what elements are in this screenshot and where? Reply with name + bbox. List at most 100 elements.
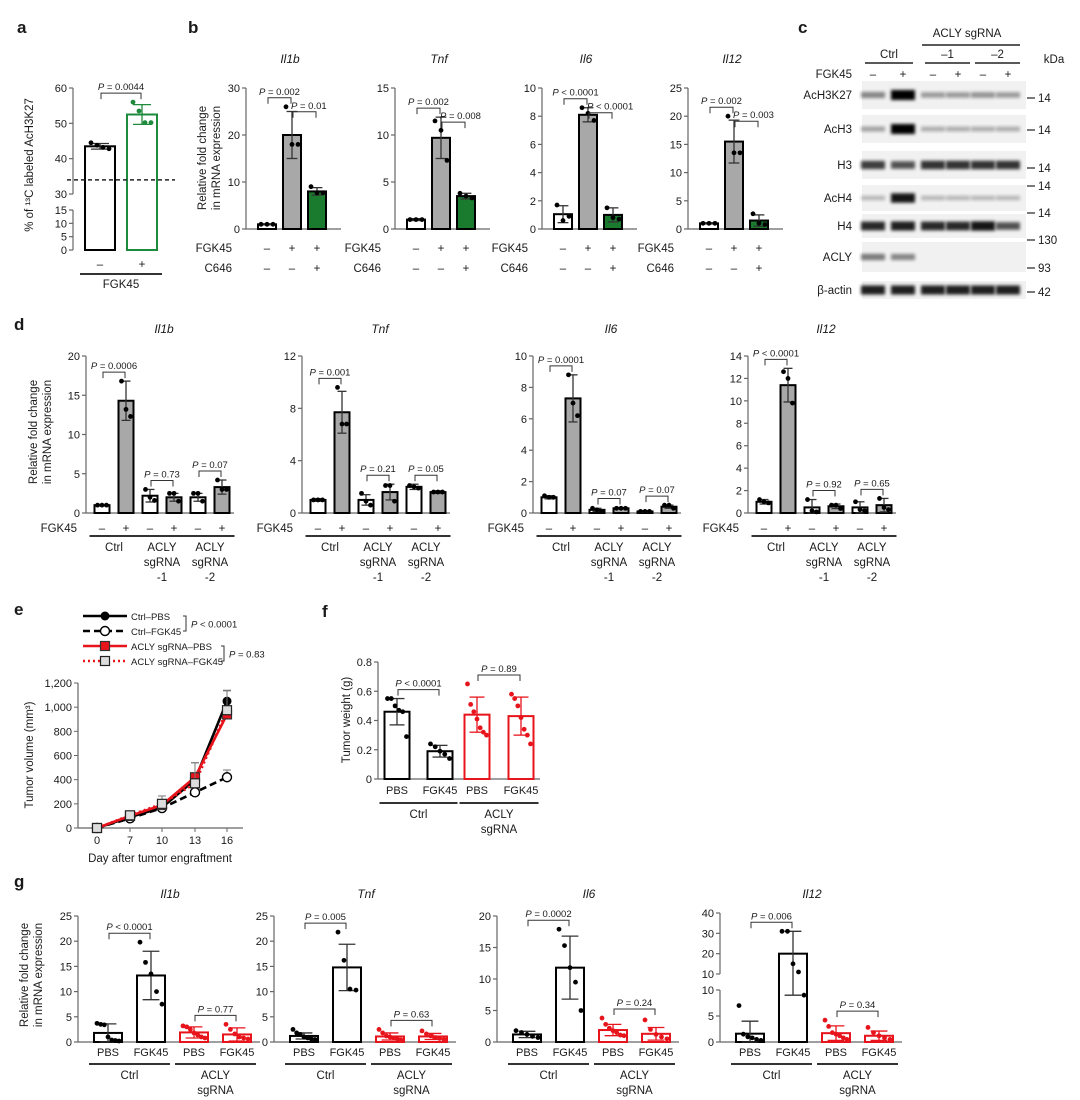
kda-marker-label: 14 bbox=[1038, 93, 1051, 105]
p-symbol: P bbox=[229, 650, 236, 661]
data-point bbox=[509, 691, 514, 697]
protein-band bbox=[891, 253, 915, 261]
chart-title: Il1b bbox=[160, 887, 180, 901]
data-point bbox=[88, 140, 94, 146]
data-point bbox=[416, 485, 421, 491]
significance-bracket bbox=[292, 111, 317, 118]
group-label: -2 bbox=[421, 572, 431, 584]
blot-row: ACLY bbox=[823, 242, 1026, 272]
row-value: – bbox=[761, 523, 768, 535]
data-point bbox=[154, 989, 159, 994]
group-label: sgRNA bbox=[854, 557, 891, 569]
data-point bbox=[513, 1028, 519, 1034]
data-point bbox=[530, 1033, 535, 1039]
y-tick-label: 30 bbox=[228, 83, 240, 95]
data-point bbox=[785, 928, 790, 934]
data-point bbox=[359, 490, 364, 496]
group-label: Ctrl bbox=[121, 1070, 139, 1082]
data-point bbox=[887, 1037, 893, 1042]
row-value: + bbox=[438, 243, 445, 255]
data-point bbox=[521, 726, 527, 732]
data-point bbox=[400, 709, 406, 715]
p-symbol: P bbox=[144, 469, 151, 480]
p-value-label: P = 0.0002 bbox=[525, 909, 571, 920]
blot-row: H4 bbox=[837, 214, 1026, 238]
y-tick-label: 6 bbox=[530, 139, 536, 151]
protein-band bbox=[946, 221, 970, 231]
x-tick-label: 7 bbox=[127, 835, 133, 847]
y-tick-label: 25 bbox=[670, 83, 682, 95]
y-tick-label: 12 bbox=[730, 373, 742, 385]
marker-grey-square bbox=[99, 655, 111, 667]
significance-bracket bbox=[527, 919, 570, 927]
category-label: PBS bbox=[293, 1047, 315, 1059]
data-point bbox=[556, 926, 562, 932]
data-point bbox=[387, 483, 393, 488]
y-tick-label: 8 bbox=[530, 111, 536, 123]
group-label: sgRNA bbox=[197, 1085, 234, 1097]
data-point bbox=[441, 1037, 447, 1042]
data-point bbox=[515, 703, 521, 709]
marker-open-circle bbox=[99, 625, 111, 637]
legend-bracket bbox=[221, 645, 225, 662]
panel-letter-c: c bbox=[798, 18, 807, 37]
data-point bbox=[477, 725, 483, 731]
y-tick-label: 10 bbox=[702, 985, 714, 997]
data-point bbox=[301, 1034, 307, 1040]
marker-filled-circle bbox=[100, 611, 110, 621]
p-value: = 0.0006 bbox=[97, 361, 137, 372]
group-label: -1 bbox=[604, 572, 614, 584]
p-symbol: P bbox=[106, 922, 113, 933]
row-value: – bbox=[706, 243, 713, 255]
protein-band bbox=[971, 126, 995, 132]
blot-group-label: ACLY sgRNA bbox=[933, 28, 1002, 40]
y-tick-label: 10 bbox=[524, 83, 536, 95]
category-label: PBS bbox=[516, 1047, 538, 1059]
data-point bbox=[283, 104, 289, 110]
p-value: = 0.006 bbox=[757, 911, 792, 922]
p-value: = 0.002 bbox=[265, 87, 300, 98]
data-point bbox=[838, 506, 843, 511]
blot-row: AcH4 bbox=[824, 185, 1026, 211]
y-tick-label: 8 bbox=[736, 418, 742, 430]
y-tick-label: 8 bbox=[521, 382, 527, 394]
data-point bbox=[757, 497, 762, 502]
group-label: ACLY bbox=[195, 542, 225, 554]
row-value: + bbox=[585, 243, 592, 255]
x-tick-label: 0 bbox=[94, 835, 100, 847]
blot-row-label: AcH4 bbox=[824, 193, 853, 205]
data-point bbox=[159, 1001, 165, 1007]
y-tick-label: 40 bbox=[702, 908, 714, 920]
p-symbol: P bbox=[840, 1000, 847, 1011]
group-label: sgRNA bbox=[408, 557, 445, 569]
data-point bbox=[853, 499, 858, 505]
row-value: – bbox=[585, 263, 592, 275]
group-label: -2 bbox=[205, 572, 215, 584]
y-tick-label: 15 bbox=[68, 390, 80, 402]
row-value: – bbox=[413, 263, 420, 275]
data-point bbox=[579, 105, 585, 111]
significance-bracket bbox=[304, 922, 347, 930]
group-label: Ctrl bbox=[552, 542, 570, 554]
data-point bbox=[396, 707, 402, 713]
y-tick-label: 10 bbox=[479, 974, 491, 986]
row-value: + bbox=[314, 243, 321, 255]
protein-band bbox=[946, 92, 970, 98]
data-point bbox=[353, 987, 359, 993]
p-value: < 0.0001 bbox=[402, 679, 442, 690]
y-tick-label: 15 bbox=[479, 943, 491, 955]
lane-sign: + bbox=[1005, 69, 1012, 81]
lane-sign: + bbox=[900, 69, 907, 81]
significance-bracket bbox=[390, 1019, 433, 1027]
kda-marker-label: 14 bbox=[1038, 125, 1051, 137]
data-point bbox=[471, 709, 477, 715]
kda-marker-label: 14 bbox=[1038, 163, 1051, 175]
y-tick-label: 14 bbox=[730, 351, 742, 363]
significance-bracket bbox=[397, 689, 440, 696]
y-tick-label: 5 bbox=[66, 1012, 72, 1024]
group-label: sgRNA bbox=[806, 557, 843, 569]
y-tick-label: 0 bbox=[676, 224, 682, 236]
data-point bbox=[484, 732, 489, 738]
data-point bbox=[435, 489, 441, 495]
significance-bracket bbox=[709, 106, 734, 114]
